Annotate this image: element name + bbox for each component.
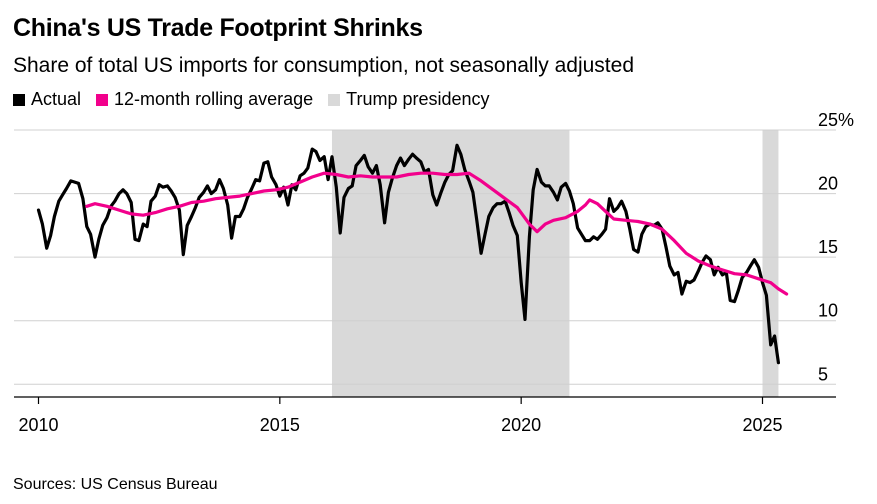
x-tick-label: 2020 xyxy=(501,415,541,435)
series-lines xyxy=(36,143,789,365)
y-tick-label: 5 xyxy=(818,364,828,384)
chart-title: China's US Trade Footprint Shrinks xyxy=(13,14,423,42)
legend-swatch-presidency xyxy=(328,93,341,106)
x-tick-label: 2010 xyxy=(18,415,58,435)
x-axis-ticks: 2010 2015 2020 2025 xyxy=(18,397,783,435)
series-line-average xyxy=(85,171,789,296)
legend: Actual 12-month rolling average Trump pr… xyxy=(13,89,505,110)
series-line-actual xyxy=(36,143,780,365)
legend-label-actual: Actual xyxy=(31,89,82,109)
legend-label-presidency: Trump presidency xyxy=(346,89,490,109)
x-tick-label: 2025 xyxy=(742,415,782,435)
legend-swatch-average xyxy=(96,93,109,106)
chart-subtitle: Share of total US imports for consumptio… xyxy=(13,54,634,77)
y-tick-label: 10 xyxy=(818,301,838,321)
presidency-band-1 xyxy=(331,130,570,397)
presidency-band-2 xyxy=(762,130,779,397)
legend-label-average: 12-month rolling average xyxy=(114,89,314,109)
y-tick-label: 15 xyxy=(818,237,838,257)
legend-swatch-actual xyxy=(13,93,25,106)
y-axis-labels: 25% 20 15 10 5 xyxy=(818,110,854,384)
gridlines xyxy=(14,129,836,385)
x-tick-label: 2015 xyxy=(260,415,300,435)
y-tick-label: 25% xyxy=(818,110,854,130)
legend-item-average: 12-month rolling average xyxy=(96,89,313,110)
y-tick-label: 20 xyxy=(818,174,838,194)
legend-item-actual: Actual xyxy=(13,89,81,110)
source-note: Sources: US Census Bureau xyxy=(13,476,218,493)
legend-item-presidency: Trump presidency xyxy=(328,89,490,110)
